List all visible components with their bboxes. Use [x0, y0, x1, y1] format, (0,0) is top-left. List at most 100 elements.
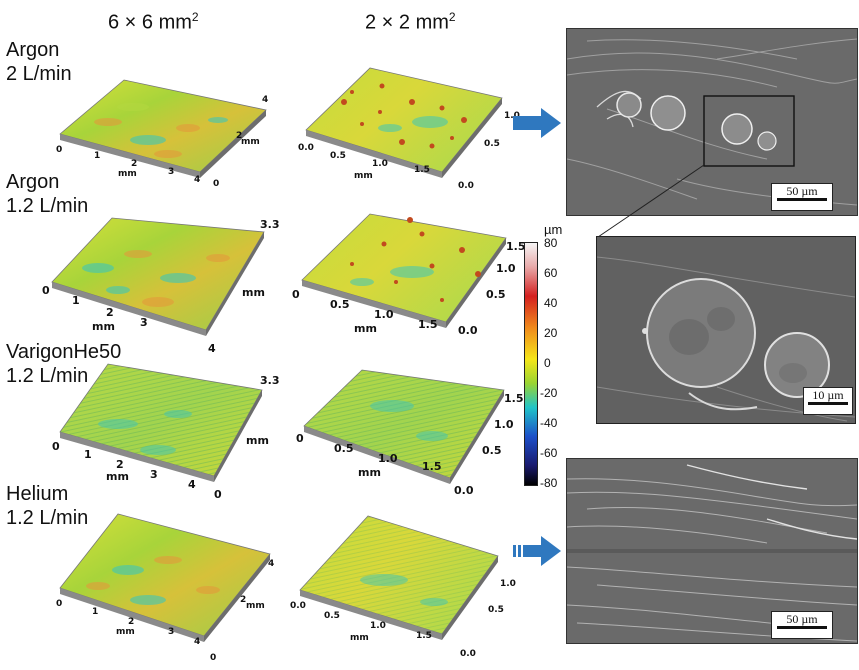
svg-text:0: 0	[214, 488, 222, 501]
svg-text:0.5: 0.5	[484, 139, 500, 149]
svg-text:mm: mm	[118, 169, 137, 179]
svg-text:mm: mm	[242, 286, 265, 299]
svg-text:1: 1	[94, 151, 100, 161]
column-header-6x6: 6 × 6 mm2	[108, 10, 199, 34]
svg-text:0.5: 0.5	[330, 298, 350, 311]
svg-text:0: 0	[56, 145, 62, 155]
svg-text:0.5: 0.5	[330, 151, 346, 161]
column-header-2x2: 2 × 2 mm2	[365, 10, 456, 34]
svg-text:3.3: 3.3	[260, 374, 280, 387]
svg-text:0.5: 0.5	[486, 288, 506, 301]
svg-text:3: 3	[140, 316, 148, 329]
svg-text:mm: mm	[354, 322, 377, 335]
svg-text:0: 0	[292, 288, 300, 301]
svg-text:1.0: 1.0	[378, 452, 398, 465]
row-label-argon-2: Argon 2 L/min	[6, 39, 72, 85]
zoom-connector-line	[596, 164, 706, 245]
svg-text:4: 4	[188, 478, 196, 491]
row-label-helium: Helium 1.2 L/min	[6, 483, 89, 529]
colorbar-tick-neg80: -80	[540, 476, 558, 490]
surface-2x2-varigon: 0 0.5 1.0 mm 1.5 1.5 1.0 0.5 0.0	[292, 356, 524, 506]
svg-text:3: 3	[150, 468, 158, 481]
svg-text:1: 1	[72, 294, 80, 307]
svg-text:1.0: 1.0	[494, 418, 514, 431]
svg-text:1.0: 1.0	[372, 159, 388, 169]
svg-text:mm: mm	[246, 434, 269, 447]
svg-text:1.5: 1.5	[506, 240, 526, 253]
svg-text:4: 4	[208, 342, 216, 355]
svg-text:0.0: 0.0	[454, 484, 474, 497]
svg-text:mm: mm	[358, 466, 381, 479]
svg-text:1.5: 1.5	[422, 460, 442, 473]
svg-text:4: 4	[268, 559, 274, 569]
svg-text:3: 3	[168, 627, 174, 637]
svg-text:1: 1	[84, 448, 92, 461]
colorbar-unit: µm	[544, 222, 563, 237]
colorbar-tick-neg20: -20	[540, 386, 558, 400]
surface-6x6-varigon: 0 1 2 mm 3 4 0 3.3 mm	[38, 354, 280, 504]
colorbar-tick-neg60: -60	[540, 446, 558, 460]
svg-text:3.3: 3.3	[260, 218, 280, 231]
colorbar: µm 80 60 40 20 0 -20 -40 -60 -80	[520, 222, 580, 490]
svg-text:2: 2	[116, 458, 124, 471]
svg-text:2: 2	[240, 595, 246, 605]
svg-text:1.0: 1.0	[500, 579, 516, 589]
svg-text:1: 1	[92, 607, 98, 617]
colorbar-tick-20: 20	[544, 326, 558, 340]
svg-text:mm: mm	[116, 627, 135, 637]
svg-text:0.0: 0.0	[458, 324, 478, 337]
svg-text:mm: mm	[241, 137, 260, 147]
svg-text:3: 3	[168, 167, 174, 177]
scalebar-bottom: 50 µm	[771, 611, 833, 639]
surface-2x2-argon-2: 0.0 0.5 1.0 mm 1.5 1.0 0.5 0.0	[292, 42, 520, 192]
colorbar-tick-neg40: -40	[540, 416, 558, 430]
surface-2x2-helium: 0.0 0.5 1.0 mm 1.5 1.0 0.5 0.0	[284, 510, 516, 665]
svg-text:0.0: 0.0	[458, 181, 474, 191]
svg-text:0: 0	[56, 599, 62, 609]
svg-text:mm: mm	[92, 320, 115, 333]
svg-text:2: 2	[131, 159, 137, 169]
svg-text:1.5: 1.5	[504, 392, 524, 405]
scalebar-zoom: 10 µm	[803, 387, 853, 415]
svg-text:2: 2	[106, 306, 114, 319]
colorbar-tick-80: 80	[544, 236, 558, 250]
surface-2x2-argon-12: 0 0.5 1.0 mm 1.5 1.5 1.0 0.5 0.0	[292, 194, 526, 344]
surface-6x6-argon-2: 0 1 2 mm 3 4 0 4 2 mm	[38, 62, 278, 190]
svg-text:4: 4	[194, 637, 200, 647]
svg-text:mm: mm	[354, 171, 373, 181]
svg-text:1.0: 1.0	[504, 111, 520, 121]
svg-text:0: 0	[213, 179, 219, 189]
svg-text:1.5: 1.5	[416, 631, 432, 641]
svg-text:0.5: 0.5	[334, 442, 354, 455]
colorbar-tick-60: 60	[544, 266, 558, 280]
svg-text:1.5: 1.5	[414, 165, 430, 175]
arrow-icon-bottom	[513, 536, 561, 566]
svg-text:1.0: 1.0	[496, 262, 516, 275]
svg-text:1.0: 1.0	[370, 621, 386, 631]
svg-text:0.0: 0.0	[460, 649, 476, 659]
svg-text:mm: mm	[106, 470, 129, 483]
sem-image-zoom: 10 µm	[596, 236, 856, 424]
svg-text:0.0: 0.0	[290, 601, 306, 611]
svg-text:0.5: 0.5	[324, 611, 340, 621]
svg-text:mm: mm	[350, 633, 369, 643]
svg-text:0.0: 0.0	[298, 143, 314, 153]
svg-text:0: 0	[296, 432, 304, 445]
surface-6x6-argon-12: 0 1 2 mm 3 4 3.3 mm	[38, 198, 280, 358]
svg-text:0.5: 0.5	[482, 444, 502, 457]
svg-text:1.5: 1.5	[418, 318, 438, 331]
colorbar-tick-0: 0	[544, 356, 551, 370]
sem-image-bottom: 50 µm	[566, 458, 858, 644]
row-label-varigon: VarigonHe50 1.2 L/min	[6, 341, 122, 387]
svg-text:0: 0	[52, 440, 60, 453]
svg-text:0: 0	[42, 284, 50, 297]
surface-6x6-helium: 0 1 2 mm 3 4 0 4 2 mm	[38, 510, 278, 665]
svg-text:0.5: 0.5	[488, 605, 504, 615]
svg-text:0: 0	[210, 653, 216, 663]
svg-text:4: 4	[194, 175, 200, 185]
svg-text:1.0: 1.0	[374, 308, 394, 321]
colorbar-gradient	[524, 242, 538, 486]
svg-text:mm: mm	[246, 601, 265, 611]
svg-text:4: 4	[262, 95, 268, 105]
row-label-argon-12: Argon 1.2 L/min	[6, 171, 89, 217]
